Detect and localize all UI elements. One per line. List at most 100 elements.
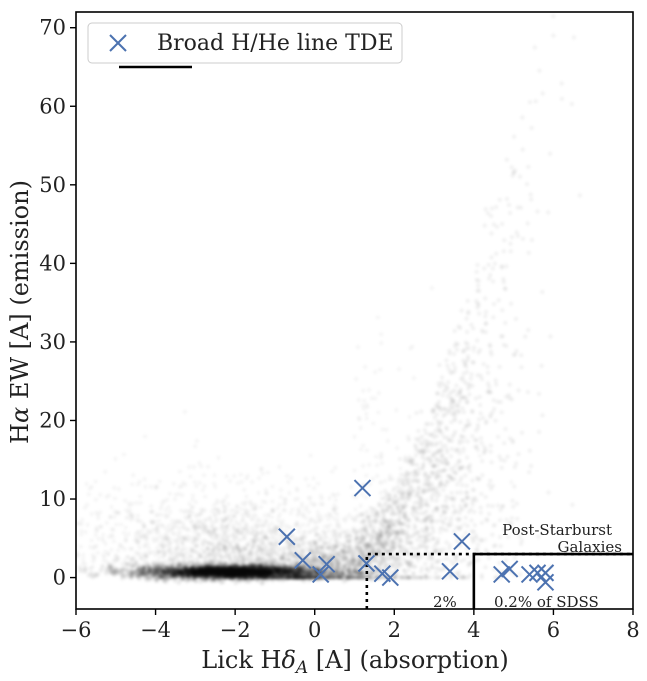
density-cell	[232, 474, 236, 478]
density-cell	[2, 544, 6, 548]
density-cell	[512, 484, 517, 489]
density-cell	[310, 517, 314, 521]
density-cell	[354, 552, 359, 557]
density-cell	[424, 549, 429, 554]
density-cell	[319, 545, 324, 550]
density-cell	[393, 511, 398, 516]
density-cell	[183, 515, 187, 519]
density-cell	[478, 454, 482, 458]
density-cell	[378, 543, 383, 548]
density-cell	[504, 196, 510, 202]
density-cell	[464, 495, 469, 500]
density-cell	[447, 351, 452, 356]
density-cell	[44, 544, 48, 548]
density-cell	[119, 522, 123, 526]
density-cell	[443, 456, 448, 462]
density-cell	[386, 556, 392, 562]
density-cell	[138, 494, 142, 498]
density-cell	[512, 168, 518, 173]
density-cell	[393, 493, 398, 498]
density-cell	[244, 509, 248, 513]
density-cell	[458, 419, 463, 425]
density-cell	[479, 491, 484, 497]
density-cell	[519, 365, 524, 370]
density-cell	[424, 534, 429, 539]
density-cell	[441, 547, 447, 552]
density-cell	[434, 498, 439, 503]
density-cell	[134, 532, 138, 536]
density-cell	[307, 510, 311, 514]
density-cell	[430, 514, 435, 519]
density-cell	[259, 467, 263, 471]
density-cell	[55, 540, 59, 544]
density-cell	[460, 439, 466, 444]
density-cell	[382, 565, 387, 570]
density-cell	[57, 518, 61, 522]
density-cell	[64, 529, 68, 533]
density-cell	[461, 427, 466, 433]
density-cell	[398, 486, 404, 492]
density-cell	[316, 481, 320, 485]
density-cell	[492, 261, 498, 266]
density-cell	[489, 206, 495, 211]
density-cell	[476, 283, 481, 288]
density-cell	[299, 548, 304, 554]
density-cell	[418, 441, 423, 446]
density-cell	[359, 426, 363, 430]
density-cell	[191, 505, 195, 509]
density-cell	[513, 316, 519, 322]
density-cell	[526, 327, 531, 333]
density-cell	[424, 502, 429, 507]
density-cell	[58, 552, 62, 556]
density-cell	[451, 503, 456, 509]
density-cell	[352, 435, 356, 439]
density-cell	[406, 437, 411, 442]
density-cell	[425, 556, 430, 561]
density-cell	[376, 315, 380, 319]
density-cell	[431, 432, 436, 437]
density-cell	[423, 517, 428, 523]
density-cell	[422, 511, 427, 516]
density-cell	[452, 411, 457, 416]
density-cell	[158, 479, 162, 483]
density-cell	[335, 559, 340, 564]
density-cell	[460, 507, 465, 512]
density-cell	[274, 541, 280, 546]
density-cell	[364, 543, 369, 549]
density-cell	[443, 498, 448, 504]
density-cell	[228, 479, 232, 483]
density-cell	[386, 534, 391, 540]
density-cell	[164, 508, 168, 512]
density-cell	[271, 508, 275, 512]
density-cell	[472, 509, 477, 515]
density-cell	[307, 541, 312, 546]
density-cell	[396, 505, 401, 510]
density-cell	[495, 399, 500, 404]
density-cell	[342, 530, 348, 535]
density-cell	[547, 151, 553, 156]
density-cell	[241, 518, 245, 522]
density-cell	[399, 491, 404, 496]
density-cell	[394, 408, 398, 412]
density-cell	[263, 535, 268, 540]
density-cell	[332, 503, 336, 507]
density-cell	[277, 557, 282, 562]
density-cell	[438, 459, 444, 465]
density-cell	[474, 269, 479, 275]
density-cell	[527, 448, 532, 453]
density-cell	[488, 272, 493, 278]
density-cell	[134, 551, 138, 555]
density-cell	[501, 249, 506, 254]
density-cell	[510, 498, 515, 503]
density-cell	[374, 454, 378, 458]
density-cell	[406, 523, 412, 528]
density-cell	[319, 494, 323, 498]
density-cell	[445, 363, 450, 368]
density-cell	[160, 500, 164, 504]
density-cell	[395, 484, 400, 490]
density-cell	[499, 410, 504, 415]
density-cell	[418, 502, 424, 507]
density-cell	[495, 434, 501, 439]
density-cell	[383, 479, 387, 483]
density-cell	[479, 328, 485, 333]
